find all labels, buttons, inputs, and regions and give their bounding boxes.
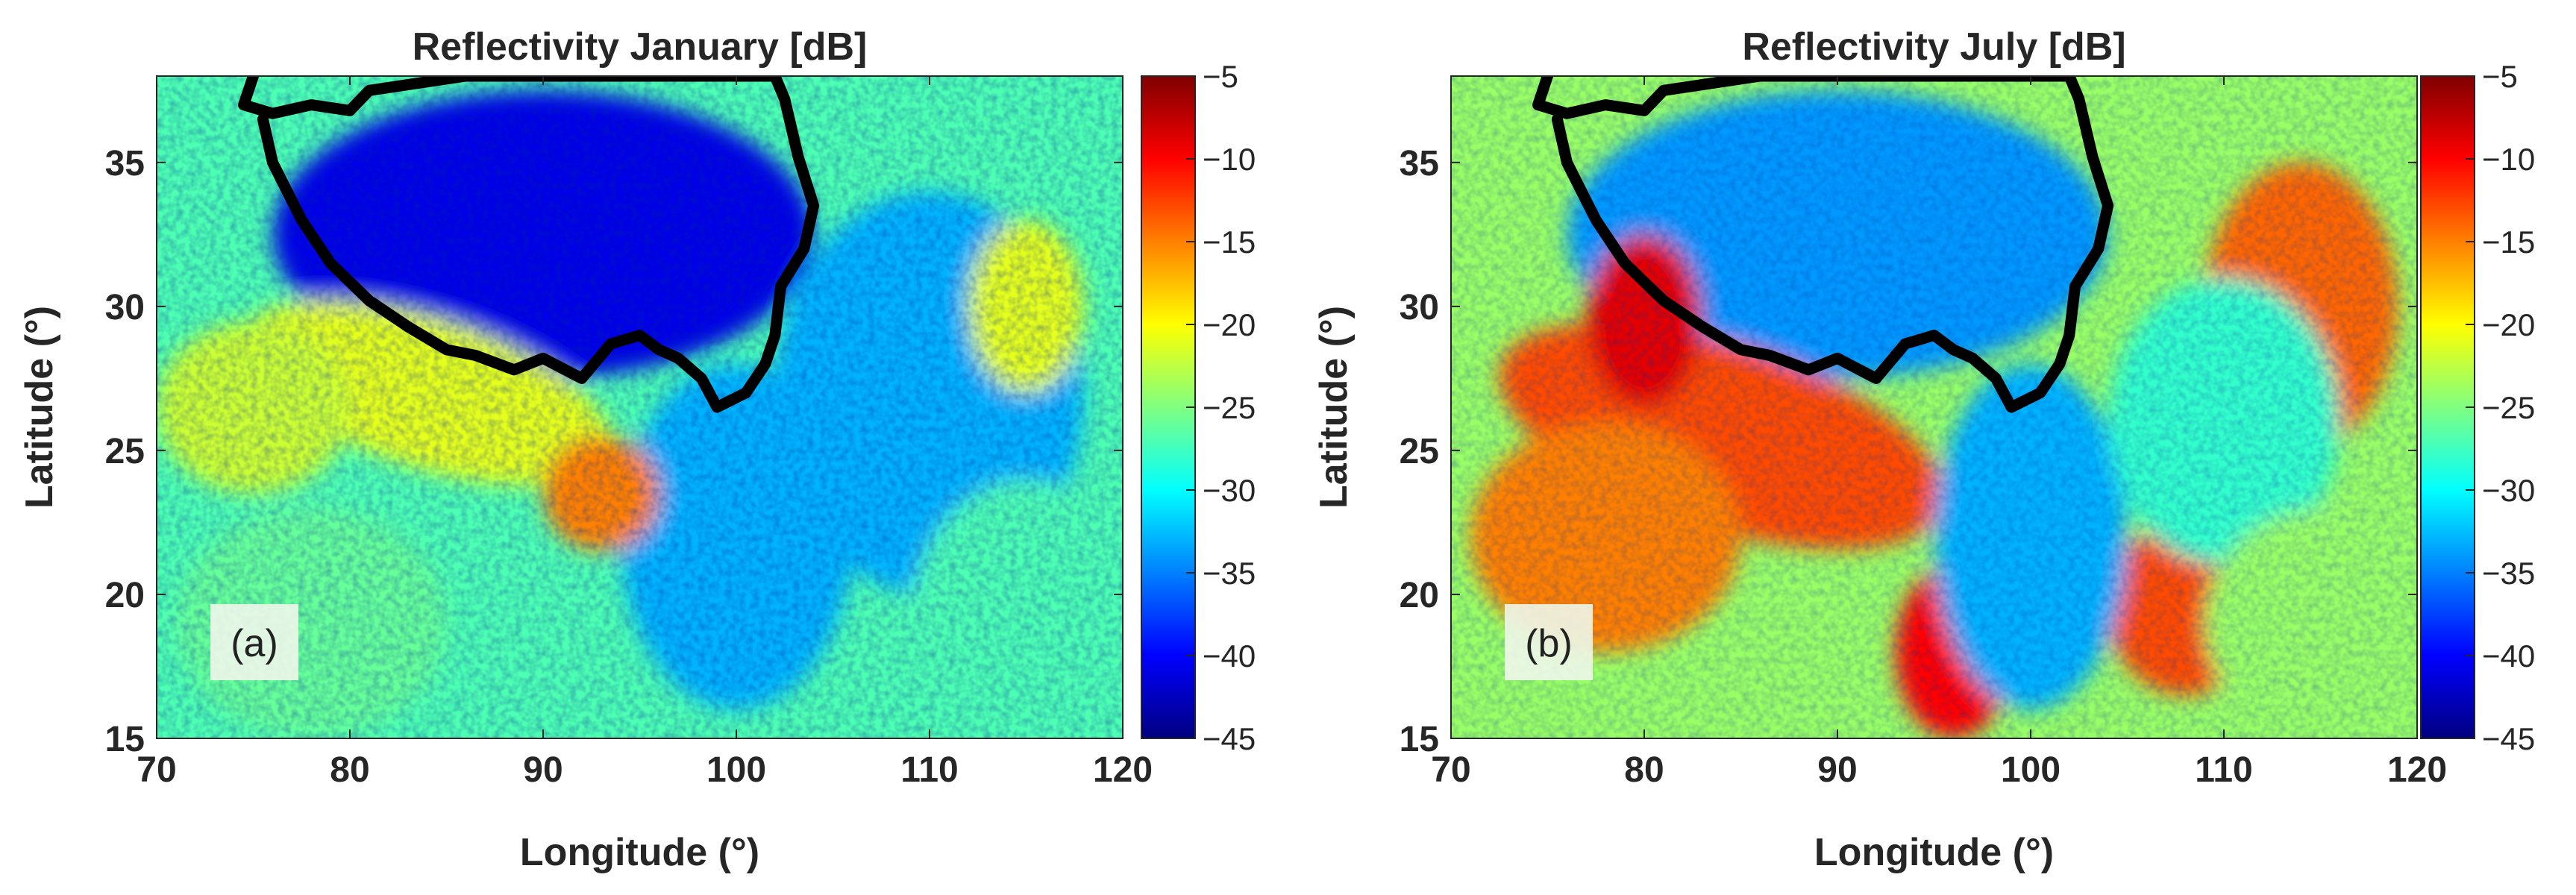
colorbar-tick-label: −20	[1203, 307, 1256, 342]
panel-a: 70 80 90 100 110 120 15 20 25 30 35 Reflectivity Ja…	[18, 25, 1256, 874]
x-tick-label: 120	[1093, 750, 1153, 790]
colorbar-tick-label: −35	[2482, 556, 2535, 591]
colorbar-tick-label: −25	[1203, 390, 1256, 425]
x-tick-label: 90	[1817, 750, 1857, 790]
colorbar-tick-label: −5	[2482, 59, 2518, 94]
y-axis-label: Latitude (°)	[1312, 306, 1356, 509]
y-tick-label: 35	[105, 144, 145, 183]
colorbar-tick-label: −25	[2482, 390, 2535, 425]
colorbar-tick-label: −40	[1203, 638, 1256, 673]
x-tick-label: 80	[1624, 750, 1664, 790]
x-tick-label: 120	[2387, 750, 2447, 790]
plot-frame	[1450, 75, 2418, 739]
colorbar-tick-label: −40	[2482, 638, 2535, 673]
x-tick-label: 70	[137, 750, 176, 790]
heatmap-texture	[157, 76, 1123, 738]
colorbar-tick-label: −15	[2482, 224, 2535, 260]
x-tick-label: 70	[1431, 750, 1470, 790]
y-tick-label: 30	[1400, 288, 1439, 327]
x-tick-label: 110	[2195, 750, 2252, 790]
panel-label-box	[1505, 604, 1593, 680]
y-tick-label: 15	[1400, 720, 1439, 759]
plateau-outline	[1532, 76, 2114, 413]
y-tick-label: 20	[105, 576, 145, 615]
colorbar-tick-label: −45	[1203, 721, 1256, 756]
plateau-outline	[238, 76, 820, 413]
x-axis-label: Longitude (°)	[520, 831, 759, 874]
plot-frame	[156, 75, 1124, 739]
panel-label: (a)	[231, 622, 278, 665]
heatmap-field	[1451, 76, 2417, 738]
x-tick-label: 90	[523, 750, 562, 790]
colorbar-tick-label: −45	[2482, 721, 2535, 756]
panel-label-box	[210, 604, 298, 680]
y-axis-label: Latitude (°)	[18, 306, 61, 509]
panel-b: 70 80 90 100 110 120 15 20 25 30 35 Reflectivity Ju…	[1312, 25, 2535, 874]
colorbar-tick-label: −10	[2482, 142, 2535, 177]
x-axis-label: Longitude (°)	[1814, 831, 2054, 874]
heatmap-texture	[1451, 76, 2417, 738]
colorbar-tick-label: −20	[2482, 307, 2535, 342]
x-tick-label: 110	[900, 750, 958, 790]
colorbar-tick-label: −35	[1203, 556, 1256, 591]
chart-title: Reflectivity July [dB]	[1742, 25, 2125, 69]
y-tick-label: 15	[105, 720, 145, 759]
colorbar-tick-label: −30	[1203, 473, 1256, 508]
y-tick-label: 30	[105, 288, 145, 327]
heatmap-field	[157, 76, 1123, 738]
chart-title: Reflectivity January [dB]	[413, 25, 868, 69]
x-tick-label: 80	[330, 750, 369, 790]
y-tick-label: 20	[1400, 576, 1439, 615]
colorbar-tick-label: −30	[2482, 473, 2535, 508]
colorbar-tick-label: −10	[1203, 142, 1256, 177]
x-tick-label: 100	[706, 750, 766, 790]
panel-label: (b)	[1525, 622, 1573, 665]
colorbar-tick-label: −15	[1203, 224, 1256, 260]
y-tick-label: 25	[105, 432, 145, 471]
x-tick-label: 100	[2001, 750, 2061, 790]
y-tick-label: 35	[1400, 144, 1439, 183]
y-tick-label: 25	[1400, 432, 1439, 471]
colorbar-tick-label: −5	[1203, 59, 1238, 94]
